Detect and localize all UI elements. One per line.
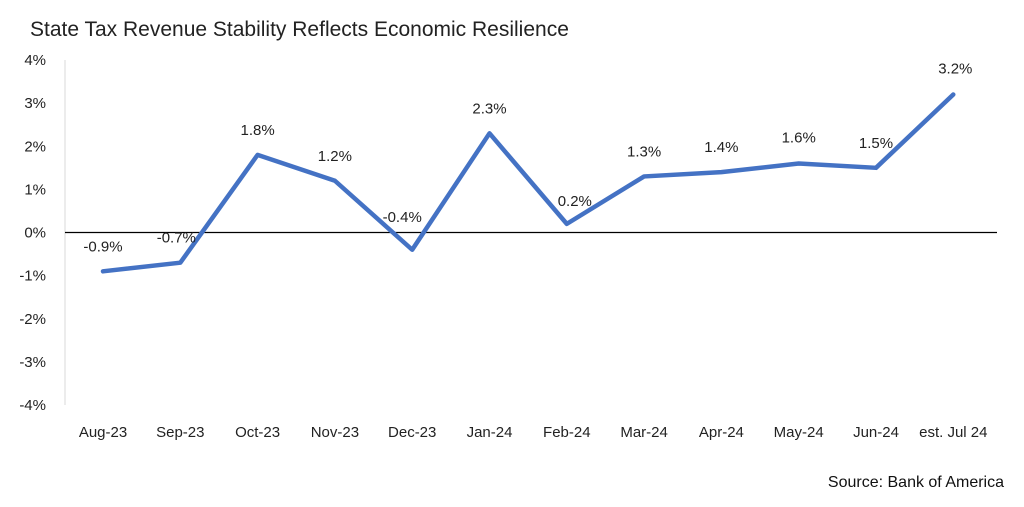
- y-tick-label: 1%: [24, 181, 46, 198]
- data-label: 1.3%: [627, 143, 661, 160]
- data-label: 1.2%: [318, 148, 352, 165]
- y-tick-label: 4%: [24, 52, 46, 69]
- x-tick-label: Jan-24: [467, 424, 513, 441]
- y-tick-label: 3%: [24, 95, 46, 112]
- x-tick-labels: Aug-23 Sep-23 Oct-23 Nov-23 Dec-23 Jan-24 Feb-…: [79, 424, 988, 441]
- source-note: Source: Bank of America: [827, 474, 1004, 491]
- data-label: 1.6%: [782, 130, 816, 147]
- y-tick-label: -1%: [19, 268, 46, 285]
- data-label: -0.7%: [157, 230, 196, 247]
- x-tick-label: Aug-23: [79, 424, 127, 441]
- chart-title: State Tax Revenue Stability Reflects Eco…: [30, 18, 569, 41]
- x-tick-label: May-24: [774, 424, 824, 441]
- y-tick-label: 0%: [24, 225, 46, 242]
- y-tick-label: 2%: [24, 138, 46, 155]
- data-label: 0.2%: [558, 193, 592, 210]
- data-label: -0.9%: [83, 238, 122, 255]
- data-labels: -0.9% -0.7% 1.8% 1.2% -0.4% 2.3% 0.2% 1.3% 1.4% 1…: [83, 61, 972, 256]
- data-label: 1.8%: [240, 122, 274, 139]
- y-tick-label: -2%: [19, 311, 46, 328]
- y-tick-label: -4%: [19, 397, 46, 414]
- x-tick-label: Apr-24: [699, 424, 744, 441]
- series-line: [100, 92, 956, 274]
- x-tick-label: Oct-23: [235, 424, 280, 441]
- x-tick-label: Feb-24: [543, 424, 591, 441]
- data-label: 1.5%: [859, 135, 893, 152]
- x-tick-label: Dec-23: [388, 424, 436, 441]
- data-label: 1.4%: [704, 139, 738, 156]
- x-tick-label: Nov-23: [311, 424, 359, 441]
- y-tick-labels: 4% 3% 2% 1% 0% -1% -2% -3% -4%: [19, 52, 46, 414]
- y-tick-label: -3%: [19, 354, 46, 371]
- data-label: 2.3%: [472, 100, 506, 117]
- data-label: -0.4%: [383, 209, 422, 226]
- x-tick-label: est. Jul 24: [919, 424, 987, 441]
- x-tick-label: Sep-23: [156, 424, 204, 441]
- x-tick-label: Mar-24: [620, 424, 668, 441]
- data-label: 3.2%: [938, 61, 972, 78]
- x-tick-label: Jun-24: [853, 424, 899, 441]
